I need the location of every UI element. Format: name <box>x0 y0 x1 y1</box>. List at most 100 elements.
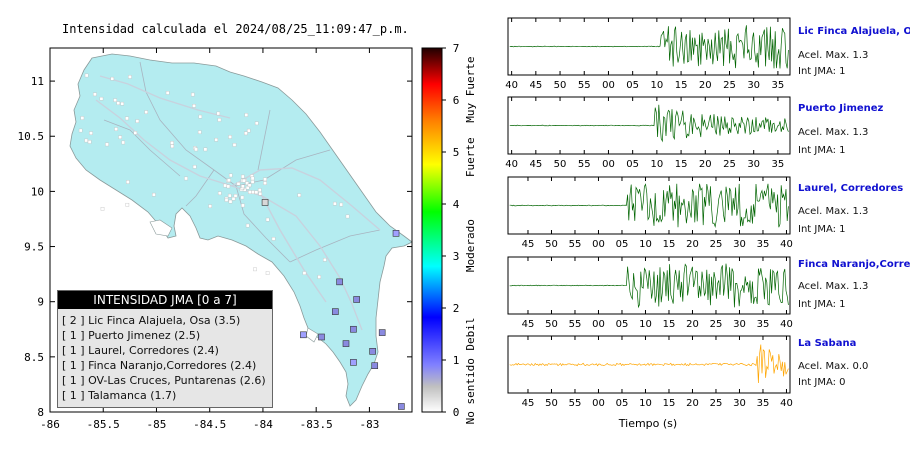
map-x-tick-label: -84 <box>253 418 273 431</box>
waveform-tick-label: 45 <box>522 319 535 330</box>
intensity-colorbar <box>421 47 443 413</box>
station-marker <box>369 348 376 355</box>
station-name: Puerto Jimenez <box>798 103 884 114</box>
city-dot <box>116 101 121 105</box>
city-dot <box>133 131 138 135</box>
city-dot <box>228 199 233 204</box>
city-dot <box>241 203 245 208</box>
waveform-tick-label: 00 <box>592 398 605 409</box>
colorbar-tick-label: 3 <box>453 250 460 263</box>
waveform-trace <box>509 344 789 384</box>
city-dot <box>302 271 307 275</box>
city-dot <box>254 190 259 195</box>
waveform-tick-label: 10 <box>639 398 652 409</box>
waveform-tick-label: 20 <box>699 80 712 91</box>
int-jma: Int JMA: 1 <box>798 299 846 310</box>
waveform-tick-label: 00 <box>602 159 615 170</box>
waveform-tick-label: 30 <box>733 239 746 250</box>
acel-max: Acel. Max. 1.3 <box>798 281 869 292</box>
waveform-panel: 40 45 50 55 00 05 10 15 20 25 30 35 <box>505 17 791 91</box>
station-marker <box>371 362 379 369</box>
city-dot <box>257 188 262 192</box>
city-dot <box>114 127 118 131</box>
waveform-tick-label: 40 <box>780 319 793 330</box>
map-x-tick-label: -85 <box>147 418 167 431</box>
city-dot <box>241 174 245 179</box>
station-marker <box>342 340 350 347</box>
waveform-tick-label: 35 <box>757 239 770 250</box>
city-dot <box>110 76 115 81</box>
city-dot <box>216 111 221 116</box>
city-dot <box>126 180 130 184</box>
city-dot <box>191 92 195 97</box>
waveform-tick-label: 00 <box>592 239 605 250</box>
map-y-tick-label: 9.5 <box>24 241 44 254</box>
int-jma: Int JMA: 0 <box>798 377 846 388</box>
waveform-panel: 45 50 55 00 05 10 15 20 25 30 35 40 <box>507 256 793 330</box>
city-dot <box>192 104 196 108</box>
city-dot <box>271 237 276 241</box>
waveform-tick-label: 15 <box>663 319 676 330</box>
city-dot <box>231 196 236 201</box>
city-dot <box>228 173 233 178</box>
station-name: Lic Finca Alajuela, Osa <box>798 26 910 37</box>
colorbar-label: Fuerte <box>464 137 477 177</box>
int-jma: Int JMA: 1 <box>798 145 846 156</box>
city-dot <box>203 147 208 152</box>
city-dot <box>339 202 343 207</box>
city-dot <box>244 131 248 136</box>
city-dot <box>125 116 129 121</box>
city-dot <box>135 119 140 123</box>
city-dot <box>265 217 270 222</box>
waveform-tick-label: 20 <box>686 319 699 330</box>
city-dot <box>227 178 231 183</box>
city-dot <box>245 181 249 186</box>
city-dot <box>84 73 89 78</box>
colorbar-tick-label: 4 <box>453 198 460 211</box>
city-dot <box>241 178 246 183</box>
city-dot <box>233 194 238 198</box>
waveform-tick-label: 25 <box>723 159 736 170</box>
city-dot <box>128 75 132 79</box>
legend-item: [ 1 ] Laurel, Corredores (2.4) <box>62 344 219 357</box>
station-marker <box>332 308 339 315</box>
city-dot <box>223 183 227 188</box>
city-dot <box>87 140 92 144</box>
city-dot <box>228 135 232 139</box>
station-marker <box>261 199 269 206</box>
waveform-tick-label: 30 <box>733 398 746 409</box>
station-name: Laurel, Corredores <box>798 183 904 194</box>
map-x-tick-label: -86 <box>40 418 60 431</box>
city-dot <box>248 190 252 194</box>
city-dot <box>258 191 263 196</box>
waveform-tick-label: 05 <box>616 239 629 250</box>
waveform-tick-label: 10 <box>650 159 663 170</box>
waveform-tick-label: 35 <box>757 398 770 409</box>
waveform-trace <box>509 104 789 143</box>
waveform-tick-label: 55 <box>578 80 591 91</box>
waveform-tick-label: 45 <box>522 239 535 250</box>
city-dot <box>241 184 245 189</box>
legend-item: [ 1 ] Puerto Jimenez (2.5) <box>62 329 201 342</box>
city-dot <box>254 121 259 126</box>
map-y-tick-label: 10 <box>31 185 44 198</box>
legend-item: [ 1 ] OV-Las Cruces, Puntarenas (2.6) <box>62 374 266 387</box>
waveform-tick-label: 00 <box>592 319 605 330</box>
waveform-tick-label: 30 <box>747 80 760 91</box>
city-dot <box>263 181 267 185</box>
city-dot <box>253 267 257 272</box>
city-dot <box>125 202 130 207</box>
waveform-tick-label: 10 <box>639 319 652 330</box>
city-dot <box>236 182 241 186</box>
city-markers <box>78 73 350 279</box>
colorbar-tick-label: 0 <box>453 406 460 419</box>
colorbar-tick-label: 7 <box>453 42 460 55</box>
map-x-tick-label: -83.5 <box>300 418 333 431</box>
waveform-tick-label: 40 <box>505 159 518 170</box>
station-marker <box>378 329 386 336</box>
map-frame <box>49 47 413 413</box>
waveform-tick-label: 50 <box>545 239 558 250</box>
colorbar-tick-label: 5 <box>453 146 460 159</box>
waveform-tick-label: 45 <box>529 80 542 91</box>
